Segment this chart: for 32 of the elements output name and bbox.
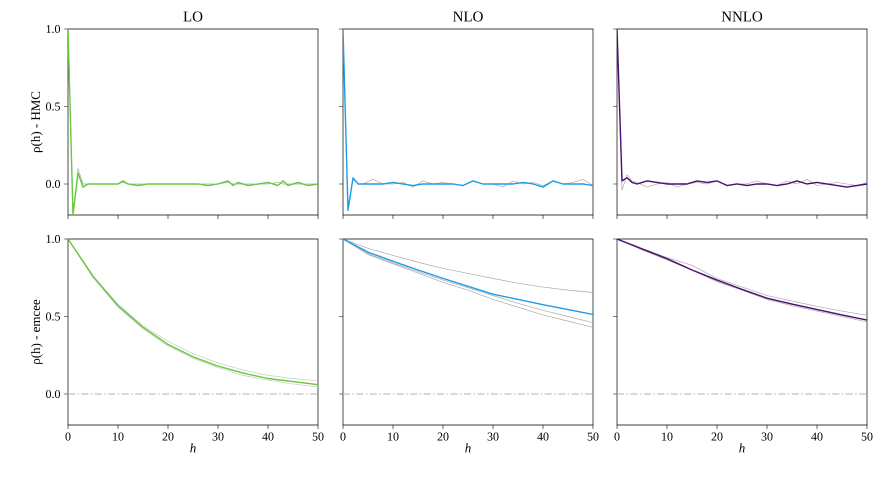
chart-title: LO	[183, 11, 202, 22]
x-tick-label: 0	[340, 432, 346, 441]
y-tick-label: 1.0	[46, 24, 60, 34]
x-tick-label: 40	[811, 432, 823, 441]
x-tick-label: 30	[212, 432, 224, 441]
x-tick-label: 10	[388, 432, 399, 441]
x-tick-label: 40	[537, 432, 549, 441]
x-tick-label: 10	[662, 432, 673, 441]
x-tick-label: 20	[438, 432, 449, 441]
y-tick-label: 1.0	[46, 234, 60, 244]
y-tick-label: 0.0	[46, 390, 60, 398]
y-axis-title: ρ(h) - emcee	[30, 300, 43, 364]
x-tick-label: 20	[712, 432, 723, 441]
x-axis-title: h	[739, 443, 745, 452]
y-tick-label: 0.0	[46, 180, 60, 188]
y-tick-label: 0.5	[46, 102, 60, 111]
x-tick-label: 50	[312, 432, 324, 441]
x-tick-label: 10	[113, 432, 124, 441]
x-tick-label: 0	[65, 432, 71, 441]
chart-title: NLO	[453, 11, 483, 22]
x-tick-label: 0	[614, 432, 620, 441]
x-tick-label: 40	[262, 432, 274, 441]
x-tick-label: 50	[862, 432, 873, 441]
y-axis-title: ρ(h) - HMC	[30, 92, 43, 152]
x-axis-title: h	[190, 443, 196, 452]
x-tick-label: 30	[488, 432, 499, 441]
y-tick-label: 0.5	[46, 312, 60, 321]
chart-title: NNLO	[722, 11, 762, 22]
x-tick-label: 20	[162, 432, 174, 441]
x-axis-title: h	[465, 443, 471, 452]
x-tick-label: 50	[588, 432, 599, 441]
x-tick-label: 30	[762, 432, 773, 441]
